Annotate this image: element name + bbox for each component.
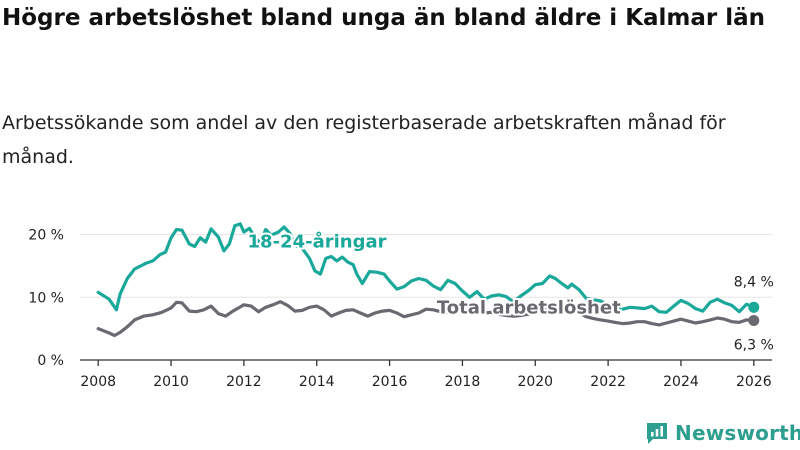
end-point-total bbox=[748, 314, 760, 326]
x-tick-label: 2014 bbox=[299, 374, 335, 390]
series-line-youth bbox=[96, 222, 756, 314]
newsworthy-logo-icon bbox=[647, 423, 667, 444]
x-tick-label: 2026 bbox=[736, 374, 772, 390]
y-tick-label: 10 % bbox=[28, 290, 64, 306]
x-tick-label: 2008 bbox=[80, 374, 116, 390]
chart-labels: 8,4 % 6,3 % 18-24-åringar Total arbetslöshe… bbox=[246, 229, 774, 354]
brand-name: Newsworthy bbox=[675, 421, 800, 445]
x-tick-label: 2010 bbox=[153, 374, 189, 390]
x-tick-label: 2018 bbox=[445, 374, 481, 390]
end-label-youth: 8,4 % bbox=[734, 274, 774, 290]
x-tick-label: 2022 bbox=[590, 374, 626, 390]
x-tick-label: 2024 bbox=[663, 374, 699, 390]
grid-lines bbox=[80, 234, 772, 298]
end-label-total: 6,3 % bbox=[734, 337, 774, 353]
x-tick-label: 2016 bbox=[372, 374, 408, 390]
series-label-youth: 18-24-åringar bbox=[248, 231, 387, 253]
chart-subtitle: Arbetssökande som andel av den registerb… bbox=[2, 112, 726, 168]
series-label-total: Total arbetslöshet bbox=[437, 298, 621, 319]
x-tick-label: 2020 bbox=[517, 374, 553, 390]
axes: 0 % 10 % 20 % 2008 2010 2012 2014 2016 2018 2020 2… bbox=[28, 228, 772, 390]
brand-logo[interactable]: Newsworthy bbox=[645, 418, 800, 448]
series-line-total bbox=[96, 300, 756, 338]
x-tick-label: 2012 bbox=[226, 374, 262, 390]
chart-title: Högre arbetslöshet bland unga än bland ä… bbox=[2, 5, 766, 31]
y-tick-label: 20 % bbox=[28, 228, 64, 244]
series-lines bbox=[96, 222, 760, 338]
y-tick-label: 0 % bbox=[37, 353, 64, 369]
end-point-youth bbox=[748, 301, 760, 313]
